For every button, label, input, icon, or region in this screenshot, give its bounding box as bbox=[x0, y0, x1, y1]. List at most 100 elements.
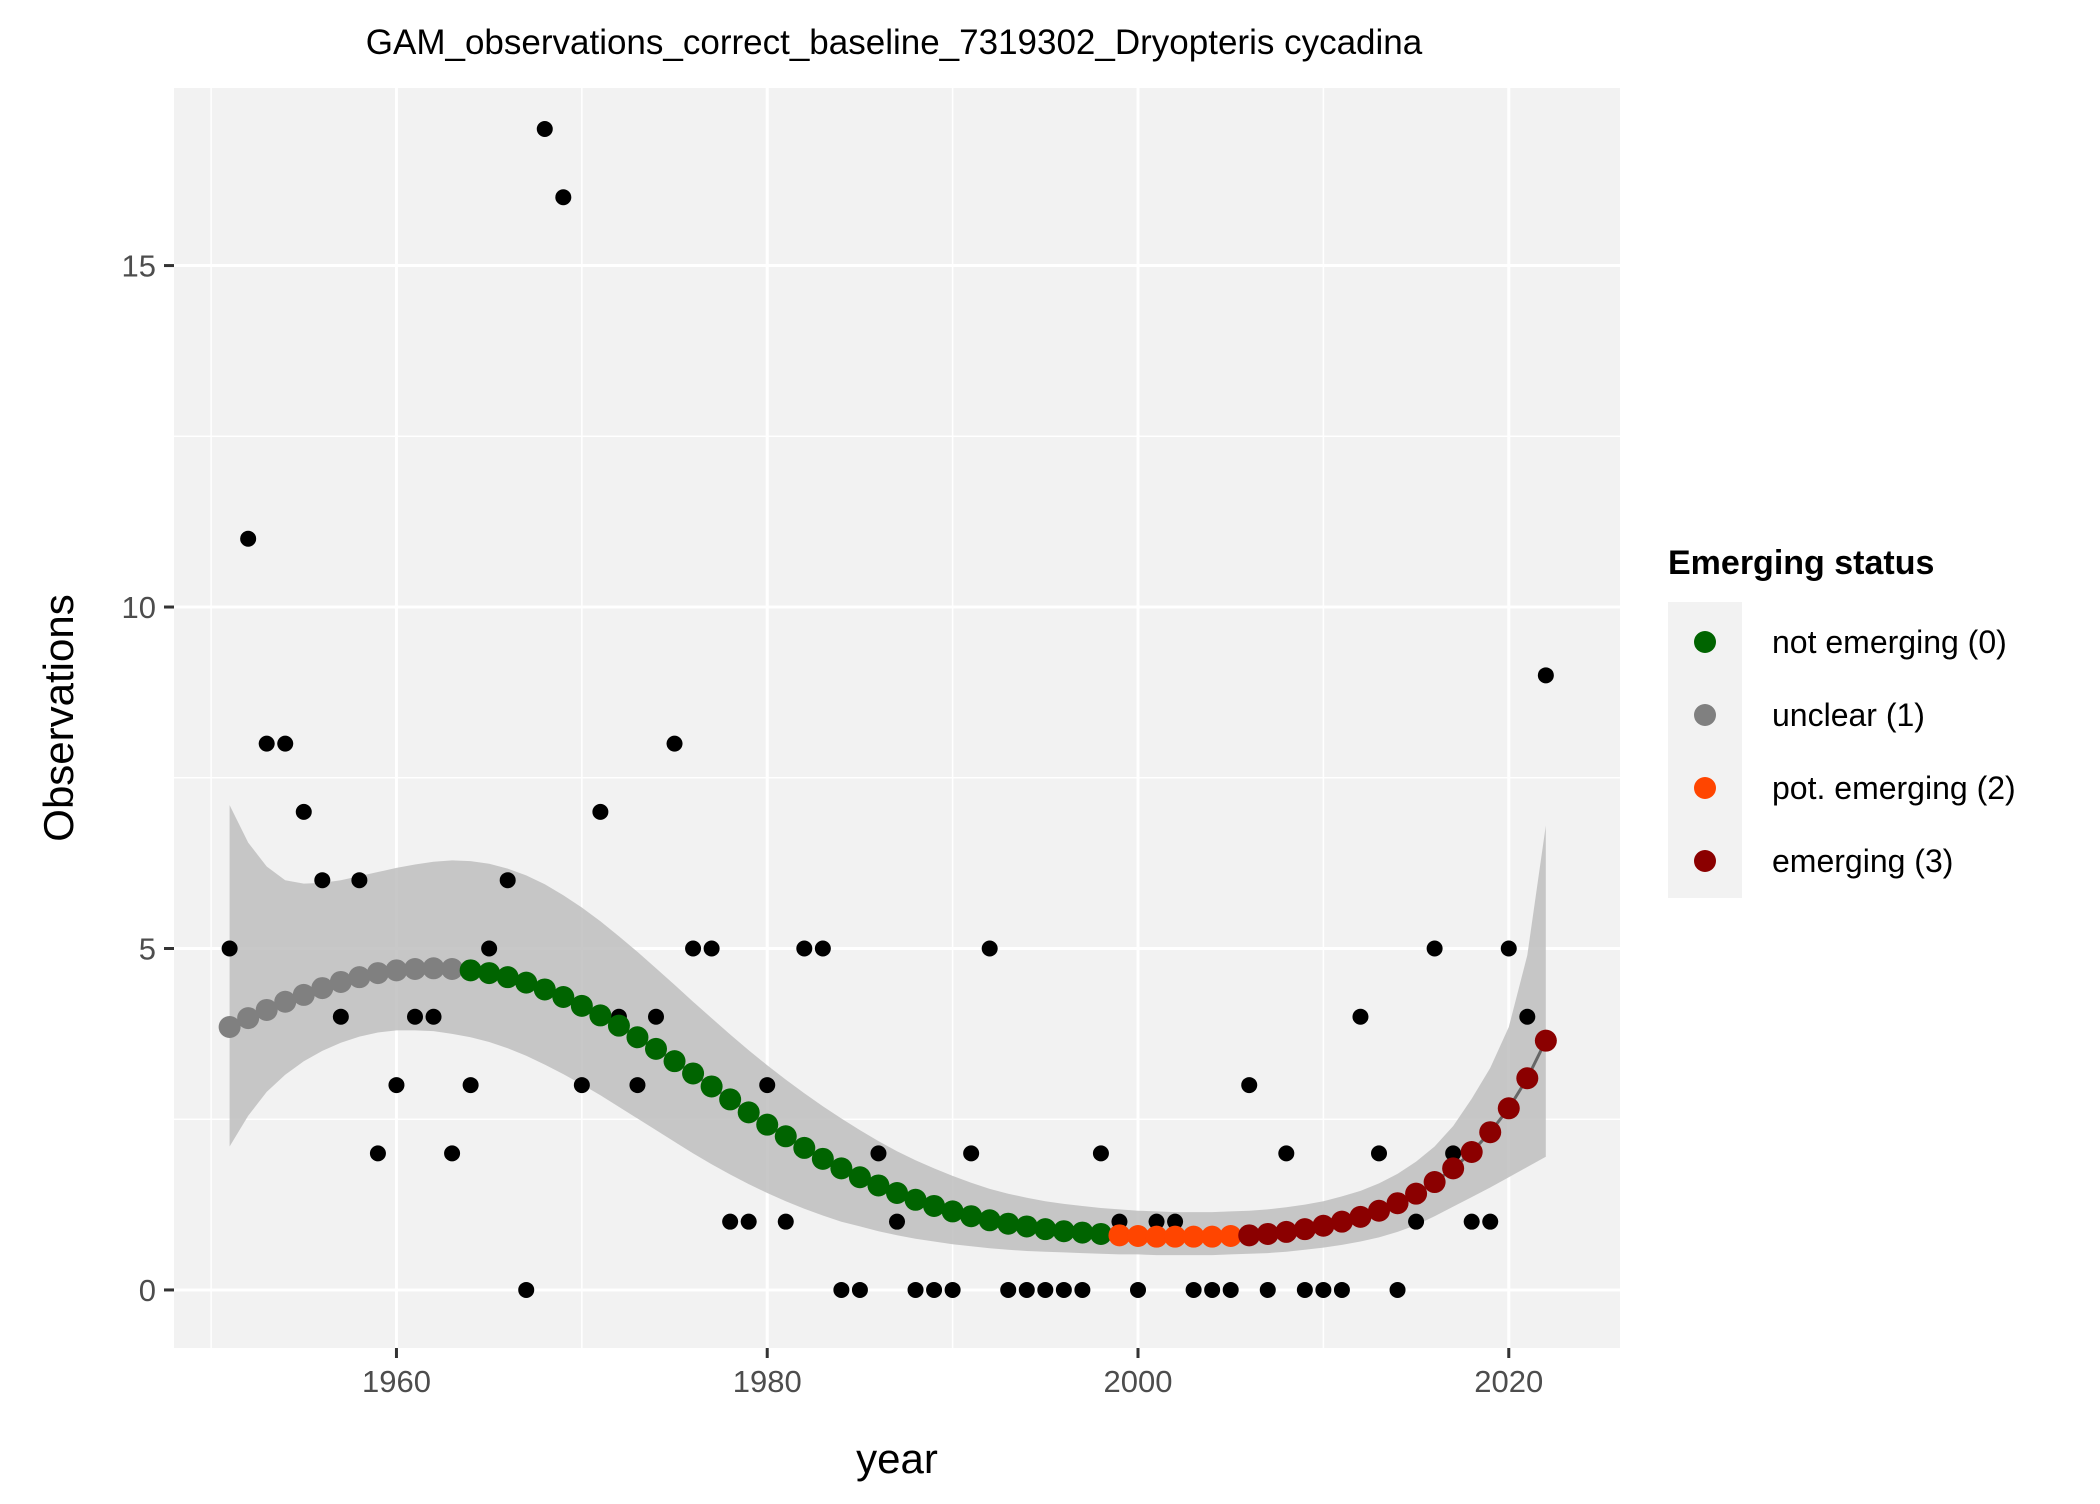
observation-point bbox=[926, 1281, 943, 1298]
observation-point bbox=[685, 940, 702, 957]
observation-point bbox=[1482, 1213, 1499, 1230]
y-axis-label: Observations bbox=[35, 594, 82, 841]
fit-status-point bbox=[997, 1212, 1020, 1235]
fit-status-point bbox=[923, 1194, 946, 1217]
legend-title: Emerging status bbox=[1668, 544, 1934, 582]
observation-point bbox=[629, 1077, 646, 1094]
fit-status-point bbox=[1201, 1225, 1224, 1248]
legend-label: unclear (1) bbox=[1772, 697, 1925, 733]
fit-status-point bbox=[811, 1147, 834, 1170]
fit-status-point bbox=[1368, 1199, 1390, 1222]
fit-status-point bbox=[1442, 1157, 1465, 1180]
fit-status-point bbox=[1497, 1097, 1520, 1120]
fit-status-point bbox=[607, 1014, 630, 1037]
fit-status-point bbox=[626, 1026, 649, 1049]
observation-point bbox=[1371, 1145, 1387, 1162]
observation-point bbox=[833, 1281, 850, 1298]
observation-point bbox=[592, 803, 609, 820]
fit-status-point bbox=[237, 1007, 260, 1030]
fit-status-point bbox=[719, 1088, 742, 1111]
fit-status-point bbox=[348, 966, 371, 989]
fit-status-point bbox=[960, 1205, 983, 1228]
observation-point bbox=[481, 940, 498, 957]
observation-point bbox=[221, 940, 238, 957]
observation-point bbox=[1185, 1281, 1202, 1298]
fit-status-point bbox=[496, 966, 519, 989]
observation-point bbox=[1222, 1281, 1239, 1298]
legend-key bbox=[1694, 777, 1716, 799]
fit-status-point bbox=[867, 1174, 890, 1197]
fit-status-point bbox=[1516, 1067, 1539, 1090]
observation-point bbox=[1537, 667, 1554, 684]
observation-point bbox=[1074, 1281, 1091, 1298]
observation-point bbox=[648, 1008, 664, 1025]
observation-point bbox=[703, 940, 720, 957]
fit-status-point bbox=[848, 1166, 871, 1189]
fit-status-point bbox=[1108, 1224, 1131, 1247]
observation-point bbox=[1130, 1281, 1146, 1298]
legend-key bbox=[1694, 631, 1716, 653]
observation-point bbox=[1241, 1077, 1258, 1094]
observation-point bbox=[314, 872, 331, 889]
legend-label: not emerging (0) bbox=[1772, 624, 2007, 660]
observation-point bbox=[1018, 1281, 1035, 1298]
fit-status-point bbox=[1330, 1210, 1353, 1233]
observation-point bbox=[1315, 1281, 1332, 1298]
fit-status-point bbox=[1219, 1225, 1242, 1247]
observation-point bbox=[1055, 1281, 1072, 1298]
observation-point bbox=[740, 1213, 757, 1230]
fit-status-point bbox=[1127, 1225, 1149, 1247]
observation-point bbox=[907, 1281, 924, 1298]
fit-status-point bbox=[978, 1209, 1001, 1232]
x-tick-label: 2000 bbox=[1104, 1364, 1173, 1399]
legend-label: emerging (3) bbox=[1772, 843, 1953, 879]
fit-status-point bbox=[274, 990, 297, 1013]
observation-point bbox=[1167, 1213, 1184, 1230]
y-tick-label: 0 bbox=[139, 1273, 156, 1308]
observation-point bbox=[1204, 1281, 1221, 1298]
observation-point bbox=[555, 189, 572, 206]
observation-point bbox=[499, 872, 516, 889]
observation-point bbox=[722, 1213, 739, 1230]
observation-point bbox=[425, 1008, 442, 1025]
fit-status-point bbox=[774, 1125, 797, 1148]
confidence-band bbox=[229, 805, 1546, 1256]
y-tick-label: 5 bbox=[139, 931, 156, 966]
fit-status-point bbox=[1534, 1029, 1557, 1052]
legend-key bbox=[1694, 704, 1716, 726]
fit-status-point bbox=[1479, 1121, 1502, 1144]
observation-point bbox=[518, 1281, 535, 1298]
fit-status-point bbox=[1164, 1225, 1187, 1248]
y-axis: 0 5 10 15 bbox=[122, 249, 174, 1308]
fit-status-point bbox=[645, 1037, 667, 1060]
observation-point bbox=[963, 1145, 980, 1162]
observation-point bbox=[258, 735, 275, 752]
legend-key bbox=[1694, 850, 1716, 872]
observation-point bbox=[1148, 1213, 1165, 1230]
fit-status-point bbox=[737, 1101, 760, 1124]
observation-point bbox=[666, 735, 683, 752]
x-axis: 1960 1980 2000 2020 bbox=[362, 1348, 1543, 1399]
fit-status-point bbox=[886, 1181, 908, 1204]
legend-label: pot. emerging (2) bbox=[1772, 770, 2016, 806]
fit-status-points bbox=[218, 957, 1557, 1248]
fit-status-point bbox=[756, 1113, 779, 1136]
fit-status-point bbox=[422, 957, 445, 980]
fit-status-point bbox=[941, 1200, 964, 1223]
observation-point bbox=[759, 1077, 776, 1094]
fit-status-point bbox=[404, 957, 426, 980]
x-axis-label: year bbox=[856, 1435, 938, 1482]
fit-status-point bbox=[1275, 1220, 1298, 1243]
observation-point bbox=[1333, 1281, 1350, 1298]
fit-status-point bbox=[1238, 1224, 1261, 1247]
fit-status-point bbox=[515, 971, 538, 994]
fit-status-point bbox=[1293, 1218, 1316, 1241]
observation-point bbox=[1259, 1281, 1276, 1298]
observation-point bbox=[444, 1145, 461, 1162]
fit-status-point bbox=[366, 962, 389, 985]
observation-point bbox=[1500, 940, 1517, 957]
fit-status-point bbox=[1256, 1222, 1279, 1245]
fit-status-point bbox=[589, 1004, 612, 1027]
fit-status-point bbox=[1089, 1222, 1112, 1245]
